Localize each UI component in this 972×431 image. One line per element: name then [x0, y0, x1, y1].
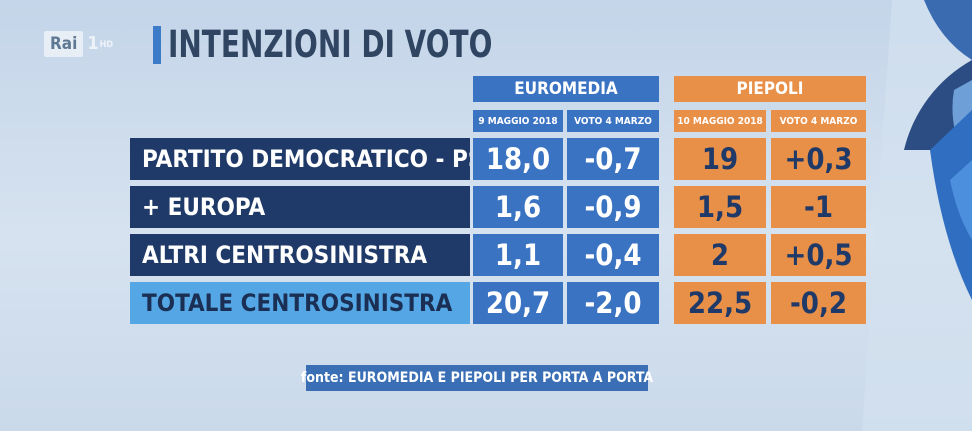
hd-label: HD	[99, 39, 114, 50]
value-cell: -1	[771, 186, 866, 228]
value-cell: 22,5	[674, 282, 766, 324]
value-cell: 19	[674, 138, 766, 180]
row-label: ALTRI CENTROSINISTRA	[130, 234, 470, 276]
value-cell: 1,1	[473, 234, 563, 276]
value-cell: 1,6	[473, 186, 563, 228]
value-cell: +0,5	[771, 234, 866, 276]
page-title: INTENZIONI DI VOTO	[168, 23, 493, 66]
title-accent-bar	[153, 26, 161, 64]
value-cell: 18,0	[473, 138, 563, 180]
pollster-header: EUROMEDIA	[473, 76, 659, 102]
pollster-header: PIEPOLI	[674, 76, 866, 102]
value-cell: -0,9	[567, 186, 659, 228]
source-note: fonte: EUROMEDIA E PIEPOLI PER PORTA A P…	[301, 365, 653, 391]
channel-logo: Rai 1 HD	[44, 30, 113, 57]
column-header: 10 MAGGIO 2018	[674, 110, 766, 132]
value-cell: -0,4	[567, 234, 659, 276]
row-label: + EUROPA	[130, 186, 470, 228]
rai-logo: Rai	[44, 30, 84, 57]
value-cell: +0,3	[771, 138, 866, 180]
value-cell: -0,2	[771, 282, 866, 324]
value-cell: -0,7	[567, 138, 659, 180]
value-cell: -2,0	[567, 282, 659, 324]
background-decoration	[862, 0, 972, 431]
column-header: VOTO 4 MARZO	[567, 110, 659, 132]
column-header: 9 MAGGIO 2018	[473, 110, 563, 132]
row-label: TOTALE CENTROSINISTRA	[130, 282, 470, 324]
row-label: PARTITO DEMOCRATICO - PSE	[130, 138, 470, 180]
value-cell: 20,7	[473, 282, 563, 324]
value-cell: 1,5	[674, 186, 766, 228]
channel-number: 1	[87, 33, 99, 54]
column-header: VOTO 4 MARZO	[771, 110, 866, 132]
value-cell: 2	[674, 234, 766, 276]
